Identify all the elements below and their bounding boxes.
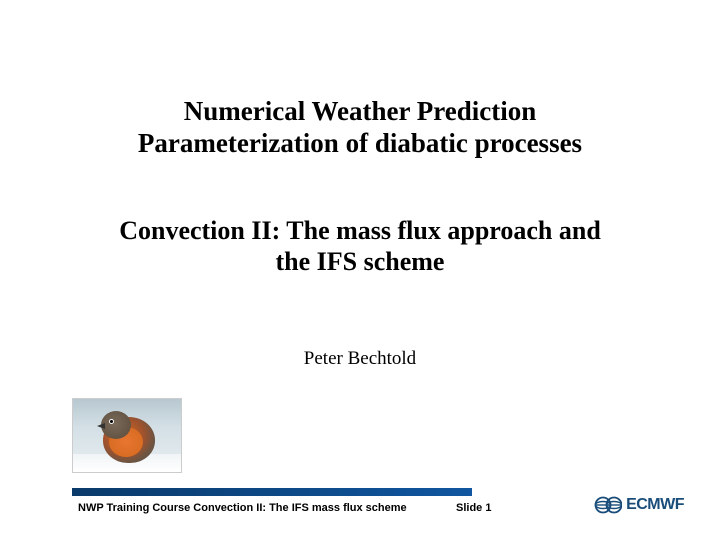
footer-divider-bar [72,488,472,496]
ecmwf-logo-text: ECMWF [626,496,684,514]
robin-eye [109,419,114,424]
footer-course-text: NWP Training Course Convection II: The I… [78,502,407,514]
title-line-1: Numerical Weather Prediction [40,95,680,127]
subtitle-line-1: Convection II: The mass flux approach an… [30,215,690,246]
robin-beak [97,423,105,429]
slide-number: Slide 1 [456,502,491,514]
ecmwf-logo: ECMWF [594,496,684,514]
title-block: Numerical Weather Prediction Parameteriz… [0,95,720,160]
author-name: Peter Bechtold [0,348,720,370]
slide-container: Numerical Weather Prediction Parameteriz… [0,0,720,540]
title-line-2: Parameterization of diabatic processes [40,127,680,159]
subtitle-block: Convection II: The mass flux approach an… [0,215,720,277]
ecmwf-globe-icon [594,496,622,514]
decorative-image-robin [72,398,182,473]
subtitle-line-2: the IFS scheme [30,246,690,277]
robin-head [101,411,131,439]
